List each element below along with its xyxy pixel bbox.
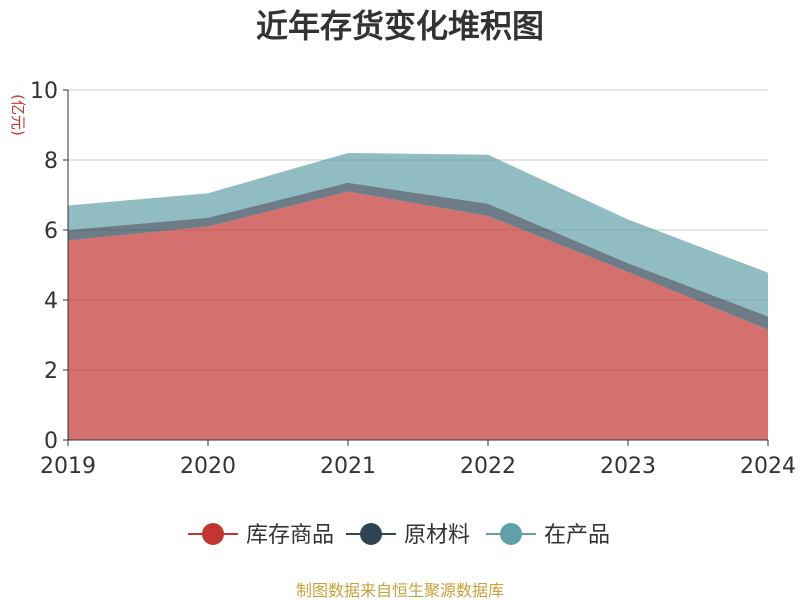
legend-circle-marker [202, 523, 224, 545]
x-tick-label: 2020 [180, 454, 236, 479]
area-series [68, 153, 768, 440]
axes: 0 2 4 6 8 10 2019 2020 2021 2022 2023 2024 [30, 79, 796, 479]
y-tick-label: 0 [44, 429, 58, 454]
legend[interactable]: 库存商品 原材料 在产品 [188, 523, 610, 548]
x-tick-label: 2023 [600, 454, 656, 479]
y-tick-label: 2 [44, 359, 58, 384]
x-tick-label: 2021 [320, 454, 376, 479]
legend-circle-marker [360, 523, 382, 545]
legend-label: 库存商品 [246, 523, 334, 548]
y-axis-unit-label: (亿元) [9, 94, 27, 136]
legend-label: 原材料 [404, 523, 470, 548]
legend-item-2[interactable]: 原材料 [346, 523, 470, 548]
area-series-1 [68, 191, 768, 440]
x-tick-label: 2022 [460, 454, 516, 479]
legend-circle-marker [500, 523, 522, 545]
legend-item-3[interactable]: 在产品 [486, 523, 610, 548]
x-tick-label: 2024 [740, 454, 796, 479]
area-series-3 [68, 153, 768, 317]
legend-item-1[interactable]: 库存商品 [188, 523, 334, 548]
y-tick-label: 6 [44, 219, 58, 244]
legend-label: 在产品 [544, 523, 610, 548]
y-tick-label: 4 [44, 289, 58, 314]
x-tick-label: 2019 [40, 454, 96, 479]
data-source-footer: 制图数据来自恒生聚源数据库 [296, 581, 504, 600]
y-tick-label: 8 [44, 149, 58, 174]
y-tick-label: 10 [30, 79, 58, 104]
chart-title: 近年存货变化堆积图 [256, 7, 544, 45]
